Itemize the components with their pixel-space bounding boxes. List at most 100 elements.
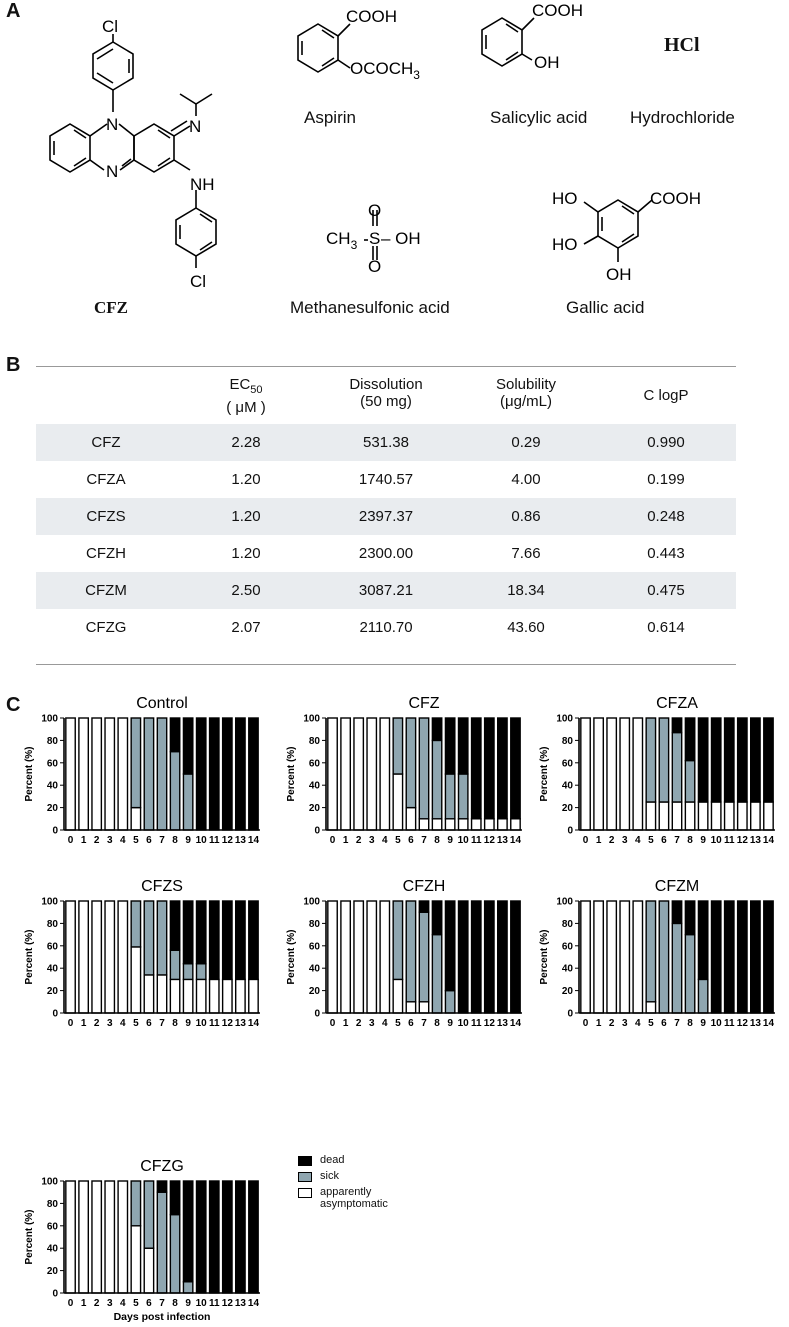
gallic-cooh-label: COOH: [650, 189, 701, 208]
aspirin-name: Aspirin: [304, 108, 356, 127]
x-tick-label: 0: [68, 835, 74, 846]
bar-segment-sick: [457, 773, 469, 820]
x-tick-label: 13: [750, 835, 762, 846]
bar-segment-apparently-asymptomatic: [405, 1001, 417, 1014]
x-tick-label: 1: [343, 1018, 349, 1029]
bar-segment-sick: [130, 900, 142, 948]
bar-segment-sick: [182, 773, 194, 831]
x-tick-label: 13: [235, 1298, 247, 1309]
bar-segment-apparently-asymptomatic: [645, 1001, 657, 1014]
x-tick-label: 14: [763, 835, 775, 846]
panel-label-c: C: [6, 694, 21, 716]
x-tick-label: 14: [510, 1018, 522, 1029]
panel-label-b: B: [6, 354, 21, 376]
bar-segment-apparently-asymptomatic: [444, 818, 456, 831]
bar-segment-apparently-asymptomatic: [340, 900, 352, 1014]
x-tick-label: 11: [471, 1018, 482, 1029]
row-name: CFZS: [86, 508, 126, 525]
x-tick-label: 2: [356, 1018, 362, 1029]
bar-segment-sick: [130, 717, 142, 809]
x-tick-label: 0: [330, 835, 336, 846]
row-name: CFZM: [85, 582, 127, 599]
bar-segment-dead: [208, 1180, 220, 1294]
bar-segment-apparently-asymptomatic: [496, 818, 508, 831]
bar-segment-dead: [457, 900, 469, 1014]
x-tick-label: 9: [700, 1018, 706, 1029]
x-tick-label: 1: [343, 835, 349, 846]
header-solubility-text: Solubility: [495, 376, 557, 393]
x-tick-label: 4: [635, 1018, 641, 1029]
bar-segment-sick: [645, 717, 657, 803]
bar-segment-apparently-asymptomatic: [65, 900, 76, 1014]
y-tick-label: 20: [47, 1266, 59, 1277]
bar-segment-apparently-asymptomatic: [580, 717, 591, 831]
msa-ch3-label: CH3: [326, 229, 358, 252]
bar-segment-sick: [431, 739, 443, 820]
bar-segment-sick: [697, 978, 709, 1014]
bar-segment-apparently-asymptomatic: [340, 717, 352, 831]
y-tick-label: 0: [52, 1289, 58, 1300]
x-tick-label: 2: [94, 1298, 100, 1309]
row-name: CFZH: [86, 545, 126, 562]
bar-segment-sick: [645, 900, 657, 1003]
row-ec50: 1.20: [231, 508, 261, 525]
x-tick-label: 8: [172, 835, 178, 846]
x-tick-label: 7: [674, 835, 680, 846]
x-tick-label: 13: [497, 835, 509, 846]
x-tick-label: 0: [330, 1018, 336, 1029]
hcl-formula: HCl: [664, 34, 700, 56]
row-clogp: 0.475: [647, 582, 685, 599]
bar-segment-apparently-asymptomatic: [392, 978, 404, 1014]
bar-segment-apparently-asymptomatic: [749, 801, 761, 831]
bar-segment-dead: [221, 717, 233, 831]
y-tick-label: 0: [567, 1009, 573, 1020]
x-tick-label: 12: [737, 835, 749, 846]
x-tick-label: 14: [248, 1018, 260, 1029]
bar-segment-apparently-asymptomatic: [91, 900, 103, 1014]
bar-segment-apparently-asymptomatic: [379, 900, 391, 1014]
x-tick-label: 5: [133, 1018, 139, 1029]
bar-segment-dead: [510, 900, 521, 1014]
row-ec50: 2.28: [231, 434, 261, 451]
bar-segment-apparently-asymptomatic: [78, 1180, 90, 1294]
bar-segment-apparently-asymptomatic: [234, 978, 246, 1014]
salicylic-oh-label: OH: [534, 53, 560, 72]
bar-segment-apparently-asymptomatic: [457, 818, 469, 831]
x-tick-label: 6: [408, 1018, 414, 1029]
y-tick-label: 0: [567, 826, 573, 837]
x-tick-label: 9: [185, 1018, 191, 1029]
y-tick-label: 80: [309, 736, 321, 747]
msa-s-label: S: [369, 229, 380, 248]
row-clogp: 0.614: [647, 619, 685, 636]
bar-segment-sick: [169, 1213, 181, 1294]
aspirin-ococh-label: OCOCH3: [350, 59, 420, 82]
x-tick-label: 10: [458, 835, 470, 846]
bar-segment-dead: [182, 1180, 194, 1283]
x-tick-label: 5: [133, 1298, 139, 1309]
row-ec50: 2.50: [231, 582, 261, 599]
row-clogp: 0.199: [647, 471, 685, 488]
bar-segment-apparently-asymptomatic: [248, 978, 259, 1014]
x-tick-label: 5: [133, 835, 139, 846]
bar-segment-apparently-asymptomatic: [606, 717, 618, 831]
table-bottom-rule: [36, 664, 736, 665]
bar-segment-dead: [182, 717, 194, 775]
bar-segment-dead: [195, 717, 207, 831]
row-ec50: 2.07: [231, 619, 261, 636]
x-tick-label: 8: [434, 835, 440, 846]
bar-segment-apparently-asymptomatic: [78, 717, 90, 831]
row-solubility: 0.29: [511, 434, 541, 451]
y-tick-label: 100: [556, 714, 573, 725]
bar-segment-sick: [156, 900, 168, 976]
bar-segment-dead: [444, 717, 456, 775]
x-tick-label: 5: [395, 1018, 401, 1029]
x-tick-label: 2: [94, 835, 100, 846]
row-ec50: 1.20: [231, 545, 261, 562]
x-tick-label: 10: [458, 1018, 470, 1029]
chart-title-cfz: CFZ: [408, 695, 439, 712]
x-tick-label: 10: [196, 835, 208, 846]
bar-segment-apparently-asymptomatic: [353, 900, 365, 1014]
